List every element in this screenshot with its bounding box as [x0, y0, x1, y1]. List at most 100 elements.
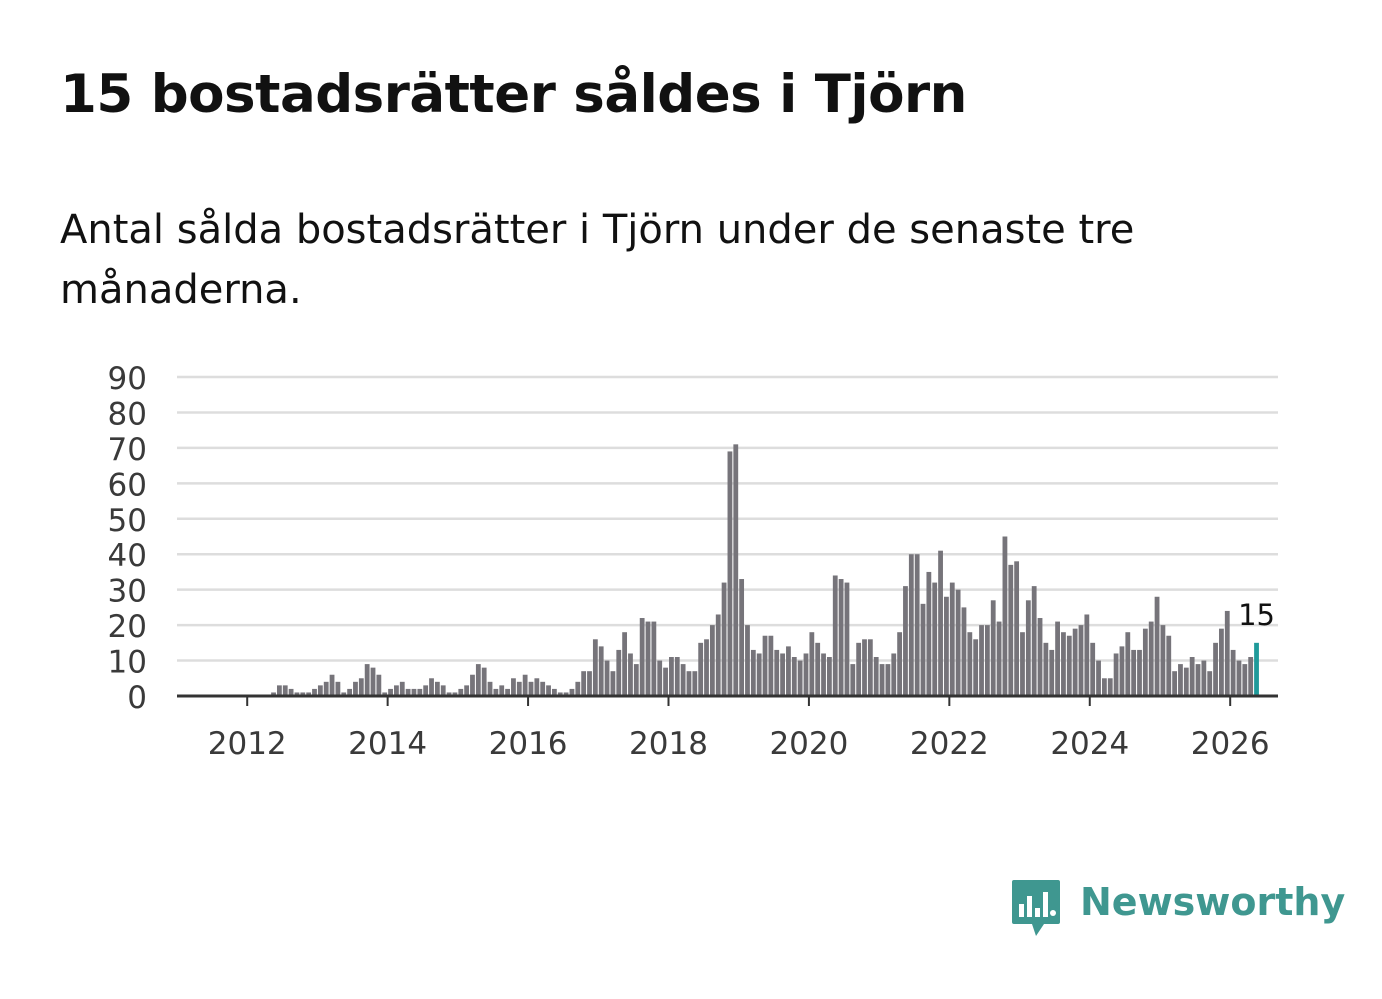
bar [768, 635, 774, 696]
bar [1101, 678, 1107, 696]
bar [347, 688, 353, 696]
bar [376, 674, 382, 696]
bar [692, 671, 698, 696]
bar [323, 681, 329, 696]
bar [1107, 678, 1113, 696]
newsworthy-logo-icon [1012, 880, 1060, 936]
bar [546, 685, 551, 696]
y-tick-label: 90 [108, 361, 147, 397]
bar [709, 625, 715, 696]
bar [464, 685, 470, 696]
bar [417, 688, 423, 696]
bar [446, 692, 452, 696]
bar [873, 657, 879, 696]
bar [528, 681, 534, 696]
gridlines [177, 375, 1278, 662]
bar [780, 653, 785, 696]
bar [563, 692, 569, 696]
bar [1201, 660, 1207, 696]
bar [1172, 671, 1178, 696]
bar [569, 688, 575, 696]
bar [903, 586, 908, 696]
bar [399, 681, 405, 696]
bar [663, 667, 668, 696]
bar [803, 653, 809, 696]
bar [1061, 632, 1066, 696]
bar [317, 685, 323, 696]
bar [791, 657, 797, 696]
bar [364, 664, 370, 696]
y-tick-label: 30 [108, 574, 147, 610]
bar [1078, 625, 1084, 696]
y-tick-label: 0 [127, 680, 147, 716]
bar [300, 692, 306, 696]
bar [423, 685, 429, 696]
bar [821, 653, 826, 696]
bar [1096, 660, 1101, 696]
bar [511, 678, 516, 696]
bar [516, 681, 522, 696]
bar [335, 681, 341, 696]
bar [727, 451, 733, 696]
x-tick-label: 2014 [348, 726, 427, 762]
bar [1189, 657, 1195, 696]
bar [1213, 642, 1218, 696]
newsworthy-logo: Newsworthy [1010, 878, 1345, 944]
bar [984, 625, 990, 696]
bar [1183, 667, 1189, 696]
bar [551, 688, 557, 696]
bar [669, 657, 674, 696]
bar [1008, 564, 1014, 696]
bar [1248, 657, 1254, 696]
bar [598, 646, 604, 696]
bar [1236, 660, 1242, 696]
y-tick-label: 80 [108, 396, 147, 432]
bar [1224, 610, 1230, 696]
bar [938, 550, 943, 696]
bar [499, 685, 505, 696]
bar [1178, 664, 1183, 696]
bar [1131, 649, 1137, 696]
bar [1119, 646, 1125, 696]
x-tick-label: 2018 [629, 726, 708, 762]
bar [1195, 664, 1201, 696]
bar [592, 639, 598, 696]
bar [932, 582, 938, 696]
bar [826, 657, 832, 696]
bar [809, 632, 815, 696]
bar [452, 692, 458, 696]
bar [715, 614, 721, 696]
bar [750, 649, 756, 696]
bar [651, 621, 657, 696]
bar [1043, 642, 1049, 696]
bar [856, 642, 862, 696]
bar [306, 692, 312, 696]
bar [1125, 632, 1131, 696]
bar [704, 639, 709, 696]
bar [358, 678, 364, 696]
bar [762, 635, 768, 696]
bar [1160, 625, 1166, 696]
bar [721, 582, 727, 696]
bar [440, 685, 446, 696]
bar [481, 667, 487, 696]
bar [282, 685, 288, 696]
y-tick-label: 20 [108, 609, 147, 645]
annotations: 15 [1238, 598, 1275, 632]
bar [1020, 632, 1025, 696]
bar [774, 649, 780, 696]
x-tick-label: 2026 [1191, 726, 1270, 762]
bar [1154, 596, 1160, 696]
latest-value-label: 15 [1238, 598, 1275, 632]
bar [487, 681, 493, 696]
bar [786, 646, 791, 696]
x-tick-label: 2012 [208, 726, 287, 762]
y-tick-label: 50 [108, 503, 147, 539]
bar [862, 639, 867, 696]
bar [1242, 664, 1248, 696]
bar [815, 642, 821, 696]
bar [832, 575, 838, 696]
x-tick-label: 2022 [910, 726, 989, 762]
bar [581, 671, 587, 696]
bar [388, 688, 393, 696]
